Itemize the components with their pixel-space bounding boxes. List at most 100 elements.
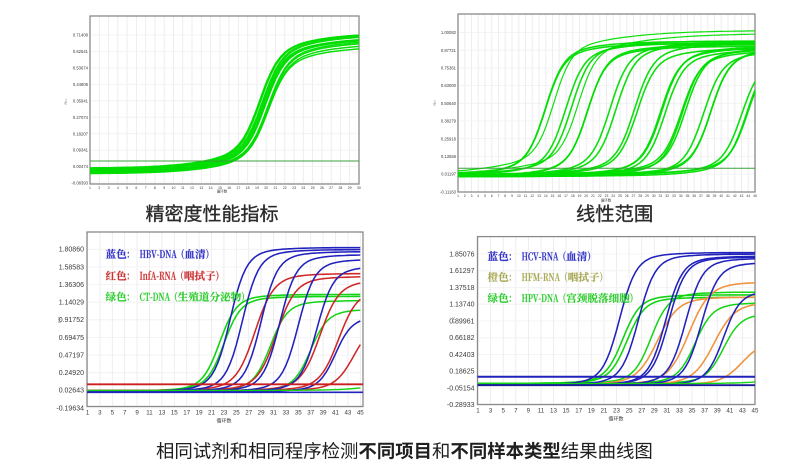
svg-text:6: 6: [491, 194, 493, 198]
svg-text:循环数: 循环数: [601, 198, 612, 203]
svg-text:22: 22: [598, 194, 602, 198]
svg-text:0.24920: 0.24920: [59, 370, 84, 377]
svg-text:0.44808: 0.44808: [73, 82, 89, 87]
svg-text:Rn: Rn: [432, 100, 437, 105]
svg-text:26: 26: [625, 194, 629, 198]
svg-text:45: 45: [752, 408, 759, 415]
svg-text:25: 25: [618, 194, 622, 198]
svg-text:29: 29: [348, 186, 352, 190]
svg-text:1: 1: [457, 194, 459, 198]
svg-text:1.85076: 1.85076: [449, 251, 474, 258]
svg-text:13: 13: [537, 194, 541, 198]
svg-text:31: 31: [270, 410, 277, 417]
svg-text:45: 45: [357, 410, 364, 417]
svg-text:0.27074: 0.27074: [73, 115, 89, 120]
svg-text:21: 21: [208, 410, 215, 417]
svg-text:45: 45: [753, 194, 757, 198]
svg-text:35: 35: [686, 194, 690, 198]
svg-text:0.09341: 0.09341: [73, 148, 89, 153]
svg-text:循环数: 循环数: [217, 189, 228, 194]
svg-text:8: 8: [504, 194, 506, 198]
svg-text:26: 26: [320, 186, 324, 190]
svg-text:19: 19: [578, 194, 582, 198]
svg-text:0.42403: 0.42403: [449, 352, 474, 359]
svg-text:20: 20: [264, 186, 268, 190]
svg-text:-0.05154: -0.05154: [447, 385, 475, 392]
svg-text:循环数: 循环数: [216, 418, 231, 425]
svg-text:5: 5: [501, 408, 505, 415]
svg-text:0.18625: 0.18625: [449, 369, 474, 376]
svg-text:5: 5: [126, 186, 128, 190]
svg-text:27: 27: [329, 186, 333, 190]
svg-text:-0.19634: -0.19634: [56, 405, 84, 412]
svg-text:1.13740: 1.13740: [449, 302, 474, 309]
svg-text:0.75361: 0.75361: [441, 66, 457, 71]
svg-text:39: 39: [320, 410, 327, 417]
svg-text:17: 17: [236, 186, 240, 190]
svg-text:37: 37: [699, 194, 703, 198]
svg-text:10: 10: [172, 186, 176, 190]
svg-text:10: 10: [517, 194, 521, 198]
svg-text:29: 29: [258, 410, 265, 417]
svg-text:6: 6: [135, 186, 137, 190]
svg-text:23: 23: [605, 194, 609, 198]
svg-text:1.36306: 1.36306: [59, 282, 84, 289]
svg-text:15: 15: [551, 194, 555, 198]
svg-text:3: 3: [98, 410, 102, 417]
svg-text:23: 23: [220, 410, 227, 417]
svg-text:23: 23: [613, 408, 620, 415]
svg-text:30: 30: [652, 194, 656, 198]
svg-text:1: 1: [86, 410, 90, 417]
svg-text:31: 31: [659, 194, 663, 198]
svg-text:35: 35: [295, 410, 302, 417]
svg-text:7: 7: [514, 408, 518, 415]
svg-text:1.58583: 1.58583: [59, 264, 84, 271]
svg-text:1.80860: 1.80860: [59, 247, 84, 254]
svg-text:38: 38: [706, 194, 710, 198]
svg-text:21: 21: [591, 194, 595, 198]
svg-text:25: 25: [311, 186, 315, 190]
svg-text:0.47197: 0.47197: [59, 353, 84, 360]
svg-text:17: 17: [575, 408, 582, 415]
svg-text:0.91752: 0.91752: [59, 317, 84, 324]
svg-text:3: 3: [108, 186, 110, 190]
svg-text:循环数: 循环数: [608, 416, 623, 423]
svg-text:33: 33: [282, 410, 289, 417]
svg-text:-0.11163: -0.11163: [440, 189, 457, 194]
svg-text:0.71408: 0.71408: [73, 33, 89, 38]
svg-text:9: 9: [135, 410, 139, 417]
svg-text:19: 19: [255, 186, 259, 190]
svg-text:13: 13: [550, 408, 557, 415]
svg-text:16: 16: [557, 194, 561, 198]
svg-text:41: 41: [726, 408, 733, 415]
svg-text:13: 13: [199, 186, 203, 190]
svg-text:18: 18: [571, 194, 575, 198]
svg-text:7: 7: [123, 410, 127, 417]
svg-text:43: 43: [739, 408, 746, 415]
svg-text:35: 35: [689, 408, 696, 415]
svg-text:13: 13: [158, 410, 165, 417]
svg-text:24: 24: [611, 194, 615, 198]
svg-text:9: 9: [163, 186, 165, 190]
svg-text:43: 43: [344, 410, 351, 417]
svg-text:3: 3: [489, 408, 493, 415]
svg-text:5: 5: [484, 194, 486, 198]
svg-text:0.53674: 0.53674: [73, 66, 89, 71]
svg-text:1.14029: 1.14029: [59, 300, 84, 307]
svg-text:31: 31: [663, 408, 670, 415]
svg-text:0.63000: 0.63000: [441, 83, 457, 88]
svg-text:33: 33: [672, 194, 676, 198]
svg-text:9: 9: [527, 408, 531, 415]
svg-text:30: 30: [357, 186, 361, 190]
svg-text:25: 25: [626, 408, 633, 415]
svg-text:0.01197: 0.01197: [441, 172, 456, 177]
svg-text:27: 27: [632, 194, 636, 198]
svg-text:7: 7: [498, 194, 500, 198]
svg-text:40: 40: [719, 194, 723, 198]
svg-text:16: 16: [227, 186, 231, 190]
svg-text:9: 9: [511, 194, 513, 198]
svg-text:19: 19: [196, 410, 203, 417]
svg-text:15: 15: [218, 186, 222, 190]
svg-text:1: 1: [476, 408, 480, 415]
svg-text:21: 21: [274, 186, 278, 190]
